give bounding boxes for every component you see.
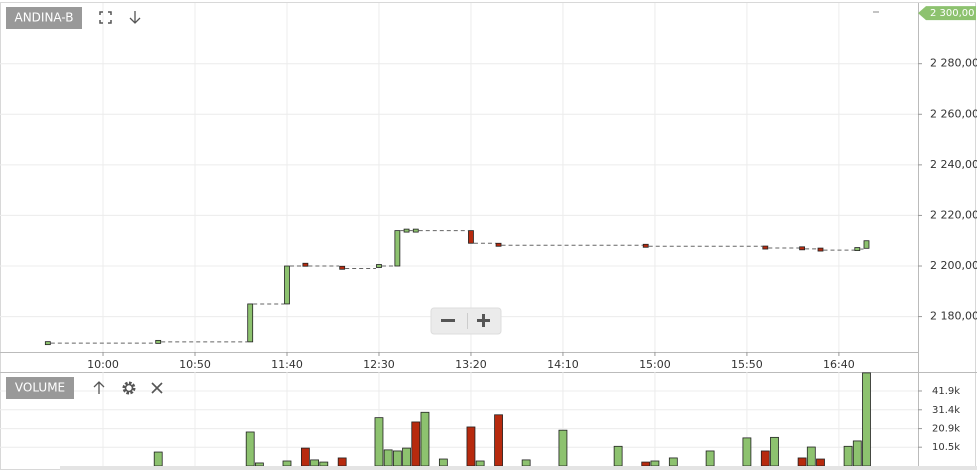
volume-bar [466, 426, 476, 467]
x-tick-label: 15:00 [639, 358, 671, 371]
move-up-icon[interactable] [93, 381, 105, 394]
volume-bar [319, 461, 329, 467]
volume-bar [411, 421, 421, 467]
candle-body [817, 247, 824, 252]
y-tick-label: 2 220,00 [930, 208, 977, 221]
candle-body [642, 243, 649, 248]
volume-bar [153, 451, 163, 467]
volume-bar [310, 459, 319, 467]
volume-bar [374, 417, 384, 467]
y-tick-label: 2 280,00 [930, 57, 977, 70]
x-tick-label: 15:50 [731, 358, 763, 371]
volume-bar [558, 429, 568, 467]
volume-bar [245, 431, 255, 467]
volume-bar [494, 414, 503, 467]
candle-body [854, 247, 861, 251]
candle-body [468, 230, 474, 244]
volume-bar [383, 449, 393, 467]
candle-body [799, 246, 806, 251]
candle-body [339, 265, 346, 270]
candle-body [762, 245, 769, 250]
candle-body [376, 264, 382, 268]
symbol-button[interactable] [6, 7, 82, 29]
x-tick-label: 13:20 [455, 358, 487, 371]
candle-body [44, 341, 51, 346]
volume-bar [420, 411, 430, 467]
volume-bar [337, 457, 347, 467]
volume-bar [521, 459, 531, 467]
zoom-out[interactable] [441, 319, 455, 322]
y-tick-label: 10.5k [932, 442, 960, 453]
volume-bar [843, 445, 853, 467]
download-icon[interactable] [129, 11, 141, 24]
x-tick-label: 14:10 [547, 358, 579, 371]
y-tick-label: 41.9k [932, 386, 960, 397]
volume-bar [282, 460, 292, 467]
candle-body [863, 240, 870, 249]
y-tick-label: 20.9k [932, 424, 960, 435]
zoom-control [430, 307, 502, 335]
candle-body [155, 339, 162, 344]
volume-bar [760, 450, 770, 467]
volume-bar [254, 462, 264, 467]
settings-icon[interactable] [122, 381, 136, 395]
grid [0, 3, 918, 466]
volume-bar [806, 446, 816, 467]
candle-body [247, 303, 254, 343]
marks [44, 228, 871, 467]
candle-body [394, 230, 401, 267]
price-marker-label: 2 300,00 [930, 8, 975, 19]
candle-body [284, 265, 290, 305]
y-tick-label: 2 180,00 [930, 310, 977, 323]
candle-body [412, 228, 419, 233]
volume-bar [613, 445, 623, 467]
volume-bar [668, 457, 678, 467]
candle-body [302, 262, 309, 267]
volume-bar [816, 458, 825, 467]
y-tick-label: 2 260,00 [930, 107, 977, 120]
close-icon[interactable] [151, 382, 163, 394]
price-marker [918, 6, 976, 21]
x-tick-label: 10:00 [87, 358, 119, 371]
y-tick-label: 2 240,00 [930, 158, 977, 171]
volume-bar [862, 372, 871, 467]
y-tick-label: 31.4k [932, 405, 960, 416]
candle-body [403, 228, 410, 233]
volume-bar [770, 436, 779, 467]
volume-bar [852, 440, 862, 467]
volume-bar [641, 461, 651, 467]
x-tick-label: 16:40 [823, 358, 855, 371]
volume-bar [300, 447, 310, 467]
volume-label: VOLUME [15, 381, 65, 395]
x-tick-label: 10:50 [179, 358, 211, 371]
y-tick-label: 2 200,00 [930, 259, 977, 272]
volume-bar [705, 450, 715, 467]
volume-bar [402, 447, 411, 467]
scrollbar[interactable] [60, 466, 977, 470]
x-tick-label: 11:40 [271, 358, 303, 371]
symbol-label: ANDINA-B [14, 11, 73, 25]
volume-bar [475, 460, 485, 467]
candle-body [495, 242, 502, 247]
zoom-in[interactable] [477, 314, 490, 327]
x-tick-label: 12:30 [363, 358, 395, 371]
volume-bar [650, 460, 660, 467]
fullscreen-icon[interactable] [99, 11, 112, 24]
volume-button[interactable] [6, 377, 74, 399]
volume-bar [392, 450, 402, 467]
volume-bar [742, 437, 752, 467]
volume-bar [438, 458, 448, 467]
volume-bar [797, 457, 807, 467]
